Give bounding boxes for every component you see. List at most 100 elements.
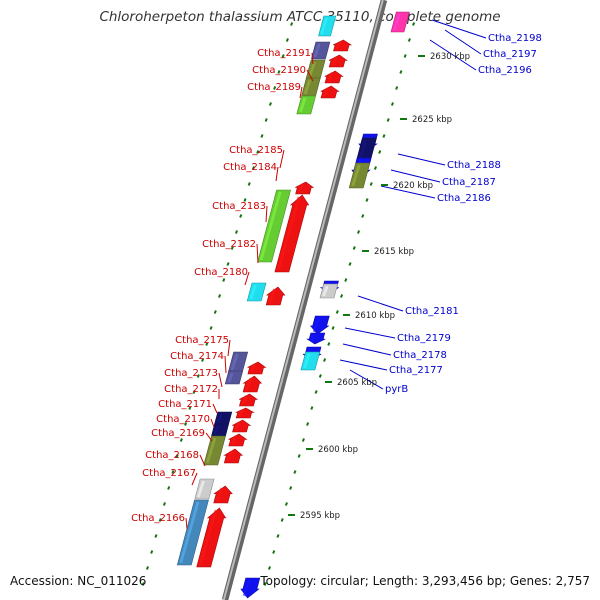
- forward-gene-13: [223, 448, 244, 464]
- topology-text: Topology: circular; Length: 3,293,456 bp…: [260, 574, 590, 588]
- forward-gene-6: [265, 286, 286, 306]
- left-gene-7: [224, 370, 244, 385]
- left-gene-label: Ctha_2172: [164, 384, 218, 395]
- left-gene-label: Ctha_2166: [131, 513, 185, 524]
- left-leader-line: [244, 271, 250, 286]
- left-dot-track: [141, 22, 294, 586]
- left-leader-line: [275, 166, 279, 182]
- left-gene-8: [214, 411, 233, 425]
- left-leader-line: [218, 372, 223, 388]
- left-leader-line: [299, 86, 303, 99]
- backbone: [221, 0, 388, 600]
- left-gene-12: [176, 499, 209, 566]
- forward-gene-3: [320, 85, 340, 99]
- forward-gene-14: [213, 485, 233, 504]
- right-gene-label: Ctha_2186: [437, 193, 491, 204]
- right-leader-line: [431, 19, 487, 39]
- left-leader-line: [212, 403, 218, 414]
- kbp-label: 2625 kbp: [412, 115, 452, 125]
- right-gene-label: Ctha_2197: [483, 49, 537, 60]
- right-gene-label: Ctha_2196: [478, 65, 532, 76]
- right-gene-label: pyrB: [385, 384, 408, 395]
- left-gene-label: Ctha_2174: [170, 351, 224, 362]
- kbp-mark: 2630 kbp: [418, 52, 470, 62]
- left-gene-label: Ctha_2171: [158, 399, 212, 410]
- left-gene-label: Ctha_2175: [175, 335, 229, 346]
- kbp-label: 2610 kbp: [355, 311, 395, 321]
- left-gene-5: [246, 282, 267, 302]
- kbp-label: 2630 kbp: [430, 52, 470, 62]
- left-gene-6: [228, 351, 249, 373]
- forward-gene-12: [228, 433, 248, 447]
- kbp-label: 2620 kbp: [393, 181, 433, 191]
- right-leader-line: [444, 29, 482, 55]
- left-leader-line: [311, 52, 314, 65]
- forward-gene-0: [332, 39, 353, 52]
- left-gene-label: Ctha_2189: [247, 82, 301, 93]
- reverse-gene-1: [355, 137, 377, 163]
- left-gene-label: Ctha_2191: [257, 48, 311, 59]
- left-leader-line: [227, 339, 231, 357]
- left-leader-line: [199, 454, 206, 467]
- left-gene-label: Ctha_2169: [151, 428, 205, 439]
- right-leader-line: [397, 153, 446, 166]
- left-leader-line: [210, 418, 215, 428]
- left-leader-line: [256, 243, 259, 264]
- left-leader-line: [265, 205, 268, 223]
- kbp-mark: 2625 kbp: [400, 115, 452, 125]
- left-gene-top: [318, 15, 337, 37]
- kbp-label: 2615 kbp: [374, 247, 414, 257]
- left-gene-label: Ctha_2190: [252, 65, 306, 76]
- right-leader-line: [339, 359, 388, 371]
- left-gene-11: [194, 478, 215, 500]
- left-gene-label: Ctha_2184: [223, 162, 277, 173]
- left-gene-4: [257, 189, 291, 263]
- kbp-mark: 2600 kbp: [306, 445, 358, 455]
- right-gene-label: Ctha_2179: [397, 333, 451, 344]
- forward-gene-4: [295, 181, 315, 195]
- kbp-label: 2600 kbp: [318, 445, 358, 455]
- right-leader-line: [380, 185, 436, 199]
- left-gene-label: Ctha_2180: [194, 267, 248, 278]
- left-gene-label: Ctha_2185: [229, 145, 283, 156]
- reverse-gene-10: [240, 577, 261, 599]
- left-leader-line: [205, 432, 213, 442]
- left-leader-line: [224, 355, 227, 374]
- right-gene-label: Ctha_2181: [405, 306, 459, 317]
- left-gene-label: Ctha_2170: [156, 414, 210, 425]
- left-gene-label: Ctha_2168: [145, 450, 199, 461]
- forward-gene-10: [235, 407, 255, 419]
- kbp-label: 2595 kbp: [300, 511, 340, 521]
- left-gene-label: Ctha_2183: [212, 201, 266, 212]
- right-gene-label: Ctha_2198: [488, 33, 542, 44]
- right-gene-label: Ctha_2178: [393, 350, 447, 361]
- left-gene-0: [311, 41, 331, 60]
- left-gene-label: Ctha_2173: [164, 368, 218, 379]
- right-leader-line: [342, 343, 392, 356]
- left-gene-10: [203, 435, 226, 466]
- forward-gene-2: [324, 70, 344, 84]
- kbp-mark: 2595 kbp: [288, 511, 340, 521]
- left-leader-line: [191, 472, 198, 486]
- left-gene-1: [305, 59, 326, 79]
- kbp-mark: 2605 kbp: [325, 378, 377, 388]
- left-gene-3: [296, 95, 316, 115]
- tick-dots: [141, 22, 416, 586]
- reverse-gene-9: [300, 351, 321, 371]
- right-leader-line: [344, 327, 396, 339]
- reverse-gene-5: [319, 283, 339, 299]
- reverse-gene-top: [390, 11, 410, 33]
- backbone-line: [221, 0, 388, 600]
- reverse-gene-6: [309, 315, 330, 335]
- accession-text: Accession: NC_011026: [10, 574, 147, 588]
- right-dot-track: [263, 22, 416, 586]
- feature-tracks: [176, 11, 410, 599]
- left-gene-label: Ctha_2182: [202, 239, 256, 250]
- left-leader-line: [306, 69, 314, 82]
- kbp-mark: 2615 kbp: [362, 247, 414, 257]
- right-leader-line: [349, 369, 384, 390]
- gene-labels: 2630 kbp 2625 kbp 2620 kbp 2615 kbp 2610 kbp…: [131, 33, 542, 524]
- left-gene-2: [301, 77, 321, 97]
- kbp-mark: 2610 kbp: [343, 311, 395, 321]
